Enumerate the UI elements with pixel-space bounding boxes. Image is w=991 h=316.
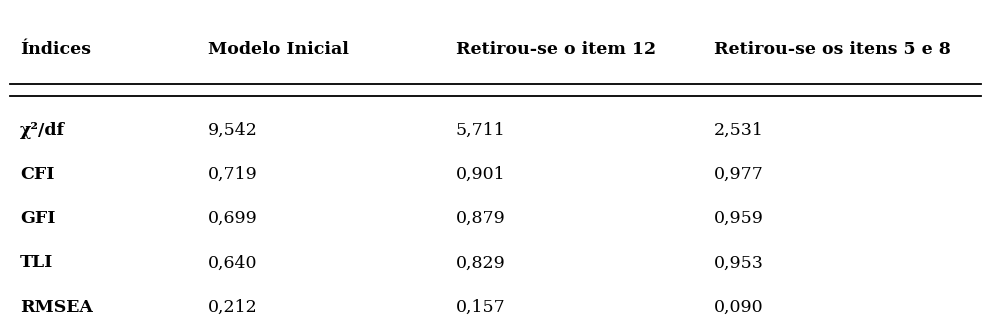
Text: 0,157: 0,157 [456,299,505,316]
Text: Retirou-se o item 12: Retirou-se o item 12 [456,41,656,58]
Text: 0,212: 0,212 [208,299,258,316]
Text: RMSEA: RMSEA [20,299,93,316]
Text: Modelo Inicial: Modelo Inicial [208,41,349,58]
Text: 9,542: 9,542 [208,122,258,139]
Text: 0,901: 0,901 [456,166,505,183]
Text: 2,531: 2,531 [714,122,763,139]
Text: GFI: GFI [20,210,55,227]
Text: 0,090: 0,090 [714,299,763,316]
Text: 0,977: 0,977 [714,166,763,183]
Text: 0,879: 0,879 [456,210,505,227]
Text: 5,711: 5,711 [456,122,505,139]
Text: CFI: CFI [20,166,55,183]
Text: 0,640: 0,640 [208,254,258,271]
Text: 0,829: 0,829 [456,254,505,271]
Text: 0,953: 0,953 [714,254,763,271]
Text: 0,719: 0,719 [208,166,258,183]
Text: χ²/df: χ²/df [20,122,64,139]
Text: Retirou-se os itens 5 e 8: Retirou-se os itens 5 e 8 [714,41,950,58]
Text: 0,959: 0,959 [714,210,763,227]
Text: TLI: TLI [20,254,54,271]
Text: Índices: Índices [20,41,91,58]
Text: 0,699: 0,699 [208,210,258,227]
